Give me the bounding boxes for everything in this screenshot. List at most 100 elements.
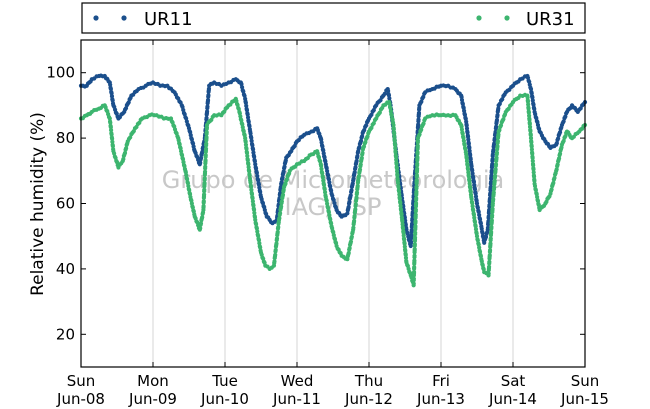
data-point — [561, 119, 566, 124]
data-point — [489, 168, 494, 173]
data-point — [353, 165, 358, 170]
data-point — [252, 159, 257, 164]
data-point — [204, 115, 209, 121]
x-tick-label-day: Wed — [281, 372, 314, 390]
data-point — [415, 155, 420, 160]
legend-marker-ur31 — [504, 15, 510, 21]
data-point — [413, 219, 418, 224]
data-point — [377, 110, 382, 115]
data-point — [371, 108, 376, 113]
legend-marker-ur11 — [93, 15, 99, 21]
data-point — [490, 213, 495, 218]
data-point — [248, 131, 253, 136]
data-point — [275, 229, 280, 235]
data-point — [352, 213, 357, 219]
x-tick-label-date: Jun-12 — [344, 390, 393, 408]
data-point — [107, 116, 112, 121]
series-ur11 — [78, 73, 588, 249]
data-point — [557, 130, 563, 135]
data-point — [204, 130, 209, 135]
data-point — [393, 146, 398, 151]
data-point — [121, 157, 126, 162]
data-point — [250, 147, 256, 152]
data-point — [277, 216, 282, 221]
data-point — [110, 139, 115, 144]
data-point — [321, 178, 326, 183]
data-point — [351, 176, 356, 181]
y-axis-label: Relative humidity (%) — [28, 112, 48, 296]
data-point — [528, 136, 534, 141]
data-point — [393, 150, 398, 155]
data-point — [398, 200, 403, 206]
data-point — [489, 173, 494, 178]
data-point — [413, 230, 418, 235]
data-point — [498, 123, 504, 128]
data-point — [108, 120, 113, 125]
data-point — [204, 141, 209, 146]
data-point — [250, 143, 255, 148]
data-point — [348, 193, 353, 198]
data-point — [349, 188, 354, 193]
legend-label-ur31: UR31 — [526, 9, 575, 30]
data-point — [279, 199, 284, 204]
data-point — [200, 149, 205, 154]
data-point — [393, 143, 398, 148]
data-point — [394, 169, 400, 174]
data-point — [415, 150, 420, 155]
data-point — [245, 112, 250, 117]
data-point — [347, 199, 352, 205]
data-point — [492, 185, 497, 190]
data-point — [397, 196, 402, 201]
data-point — [346, 204, 351, 210]
x-tick-label-date: Jun-15 — [560, 390, 609, 408]
data-point — [249, 138, 254, 144]
data-point — [273, 247, 278, 253]
data-point — [421, 121, 426, 126]
data-point — [496, 132, 501, 137]
data-point — [359, 155, 364, 161]
data-point — [110, 144, 115, 149]
data-point — [279, 180, 284, 185]
x-tick-label-date: Jun-13 — [416, 390, 465, 408]
x-axis: SunJun-08MonJun-09TueJun-10WedJun-11ThuJ… — [56, 40, 609, 408]
data-point — [494, 155, 499, 160]
data-point — [419, 99, 424, 104]
x-tick-label-date: Jun-10 — [200, 390, 249, 408]
data-point — [202, 187, 207, 192]
data-point — [493, 167, 498, 172]
data-point — [369, 125, 374, 130]
x-tick-label-date: Jun-08 — [56, 390, 105, 408]
data-point — [204, 135, 209, 140]
data-point — [274, 241, 279, 246]
data-point — [349, 234, 354, 239]
data-point — [417, 132, 422, 137]
data-point — [493, 129, 498, 134]
data-point — [487, 248, 493, 253]
data-point — [495, 112, 500, 118]
data-point — [358, 162, 363, 167]
data-point — [490, 162, 495, 167]
data-point — [486, 219, 491, 224]
data-point — [488, 241, 493, 246]
data-point — [494, 124, 499, 129]
series-ur31 — [78, 92, 588, 288]
data-point — [202, 176, 207, 181]
data-point — [416, 117, 421, 122]
data-point — [395, 180, 401, 186]
data-point — [243, 100, 248, 105]
data-point — [495, 139, 500, 144]
data-point — [245, 115, 251, 120]
data-point — [203, 158, 208, 163]
data-point — [392, 134, 397, 139]
data-point — [563, 114, 568, 119]
data-point — [279, 204, 284, 209]
x-tick-label-day: Sun — [571, 372, 600, 390]
data-point — [360, 134, 365, 139]
data-point — [393, 154, 399, 159]
data-point — [122, 150, 128, 156]
data-point — [413, 212, 418, 217]
data-point — [247, 124, 252, 129]
data-point — [492, 136, 497, 141]
data-point — [485, 225, 491, 230]
x-tick-label-day: Tue — [211, 372, 238, 390]
